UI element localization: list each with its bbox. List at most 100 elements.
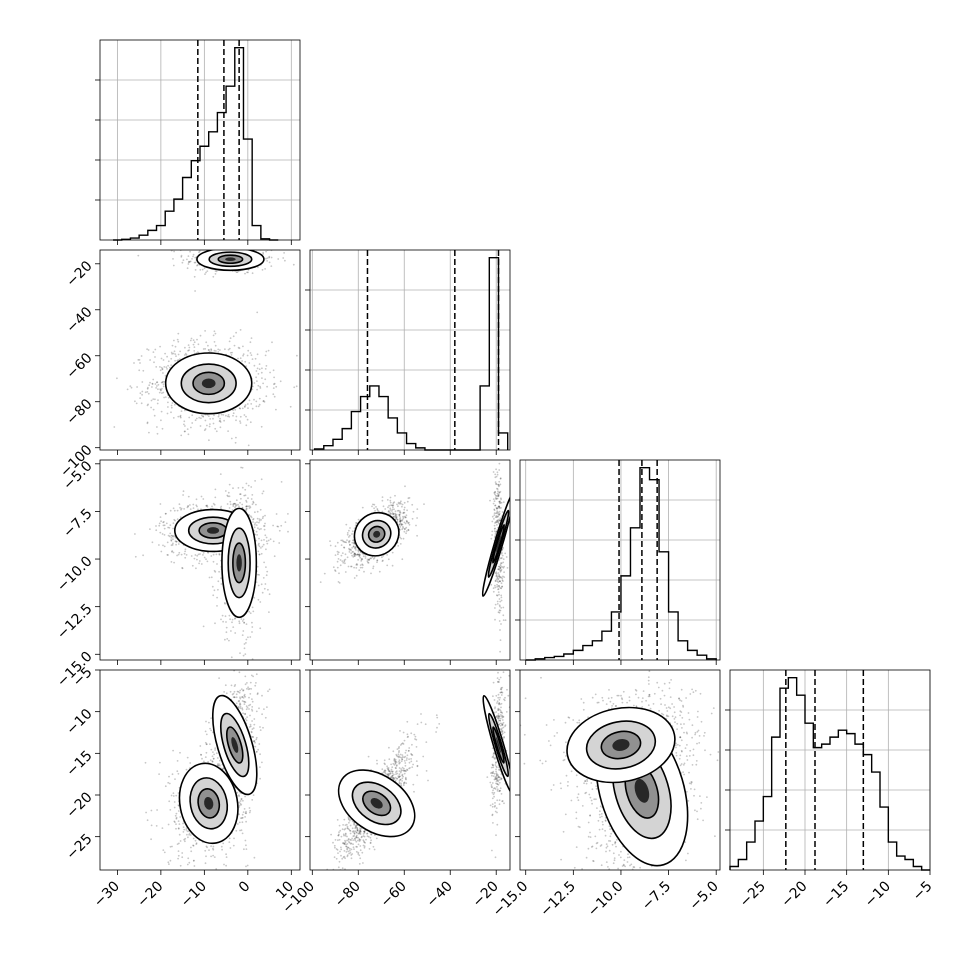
scatter-point xyxy=(389,511,391,514)
scatter-point xyxy=(212,334,215,337)
scatter-point xyxy=(368,559,370,562)
scatter-point xyxy=(366,560,369,562)
scatter-point xyxy=(192,253,195,256)
scatter-point xyxy=(378,570,381,573)
scatter-point xyxy=(493,528,496,530)
scatter-point xyxy=(495,512,497,515)
scatter-point xyxy=(497,521,499,523)
scatter-point xyxy=(161,368,164,370)
scatter-point xyxy=(278,529,281,532)
scatter-point xyxy=(182,831,185,833)
scatter-point xyxy=(272,540,275,543)
scatter-point xyxy=(263,561,265,564)
scatter-point xyxy=(249,515,252,518)
scatter-point xyxy=(202,415,204,417)
scatter-point xyxy=(177,543,180,545)
scatter-point xyxy=(260,519,262,521)
scatter-point xyxy=(361,558,364,561)
scatter-point xyxy=(191,414,194,417)
scatter-point xyxy=(336,550,339,553)
scatter-point xyxy=(210,576,213,579)
density-fill xyxy=(236,554,242,572)
scatter-point xyxy=(186,506,189,509)
scatter-point xyxy=(248,807,251,809)
scatter-point xyxy=(334,545,337,548)
scatter-point xyxy=(178,503,181,506)
scatter-point xyxy=(146,348,149,350)
scatter-point xyxy=(213,569,216,572)
scatter-point xyxy=(252,521,255,523)
scatter-point xyxy=(495,520,498,523)
scatter-point xyxy=(210,349,213,352)
scatter-point xyxy=(495,515,498,517)
scatter-point xyxy=(158,391,161,394)
scatter-point xyxy=(245,246,247,248)
scatter-point xyxy=(260,478,263,481)
scatter-point xyxy=(356,553,359,556)
scatter-point xyxy=(235,829,238,832)
scatter-point xyxy=(498,510,501,513)
scatter-point xyxy=(500,596,503,599)
scatter-point xyxy=(248,399,251,402)
scatter-point xyxy=(147,392,150,395)
scatter-point xyxy=(171,534,174,537)
scatter-point xyxy=(155,525,157,527)
scatter-point xyxy=(234,441,237,444)
scatter-point xyxy=(258,574,260,576)
scatter-point xyxy=(497,512,499,515)
scatter-point xyxy=(208,425,211,428)
density-fill xyxy=(373,530,381,538)
scatter-point xyxy=(287,530,289,533)
scatter-point xyxy=(198,562,201,565)
scatter-point xyxy=(353,543,356,545)
scatter-point xyxy=(395,516,397,519)
scatter-point xyxy=(231,618,234,621)
scatter-point xyxy=(405,526,408,529)
scatter-point xyxy=(337,581,340,583)
scatter-point xyxy=(160,366,163,369)
scatter-point xyxy=(355,574,358,577)
panel-frame xyxy=(99,249,301,451)
scatter-point xyxy=(270,256,273,259)
scatter-point xyxy=(230,437,233,440)
scatter-point xyxy=(172,258,174,260)
scatter-point xyxy=(357,559,359,561)
scatter-point xyxy=(248,507,251,509)
scatter-point xyxy=(233,502,236,505)
scatter-point xyxy=(498,506,501,508)
scatter-point xyxy=(498,598,501,600)
scatter-point xyxy=(162,385,165,388)
scatter-point xyxy=(224,602,227,605)
scatter-point xyxy=(402,517,405,520)
scatter-point xyxy=(502,546,504,549)
scatter-point xyxy=(182,259,185,262)
scatter-point xyxy=(392,512,395,515)
scatter-point xyxy=(256,573,259,576)
scatter-point xyxy=(275,385,278,388)
scatter-point xyxy=(171,402,174,404)
scatter-point xyxy=(227,495,230,498)
scatter-point xyxy=(268,255,271,258)
scatter-point xyxy=(160,357,163,360)
scatter-point xyxy=(245,865,247,868)
scatter-point xyxy=(241,503,244,506)
scatter-point xyxy=(249,506,252,509)
scatter-point xyxy=(240,466,243,469)
scatter-point xyxy=(184,352,187,355)
scatter-point xyxy=(217,588,219,591)
scatter-point xyxy=(403,511,406,514)
scatter-point xyxy=(497,522,500,525)
scatter-point xyxy=(205,341,208,344)
scatter-point xyxy=(497,506,500,508)
scatter-point xyxy=(192,844,195,847)
scatter-point xyxy=(392,515,395,518)
scatter-point xyxy=(498,586,501,588)
scatter-point xyxy=(244,404,247,406)
scatter-point xyxy=(344,571,347,573)
scatter-point xyxy=(206,424,208,427)
scatter-point xyxy=(266,257,269,259)
scatter-point xyxy=(162,524,165,527)
scatter-point xyxy=(389,499,392,502)
scatter-point xyxy=(203,267,206,270)
scatter-point xyxy=(212,553,215,556)
